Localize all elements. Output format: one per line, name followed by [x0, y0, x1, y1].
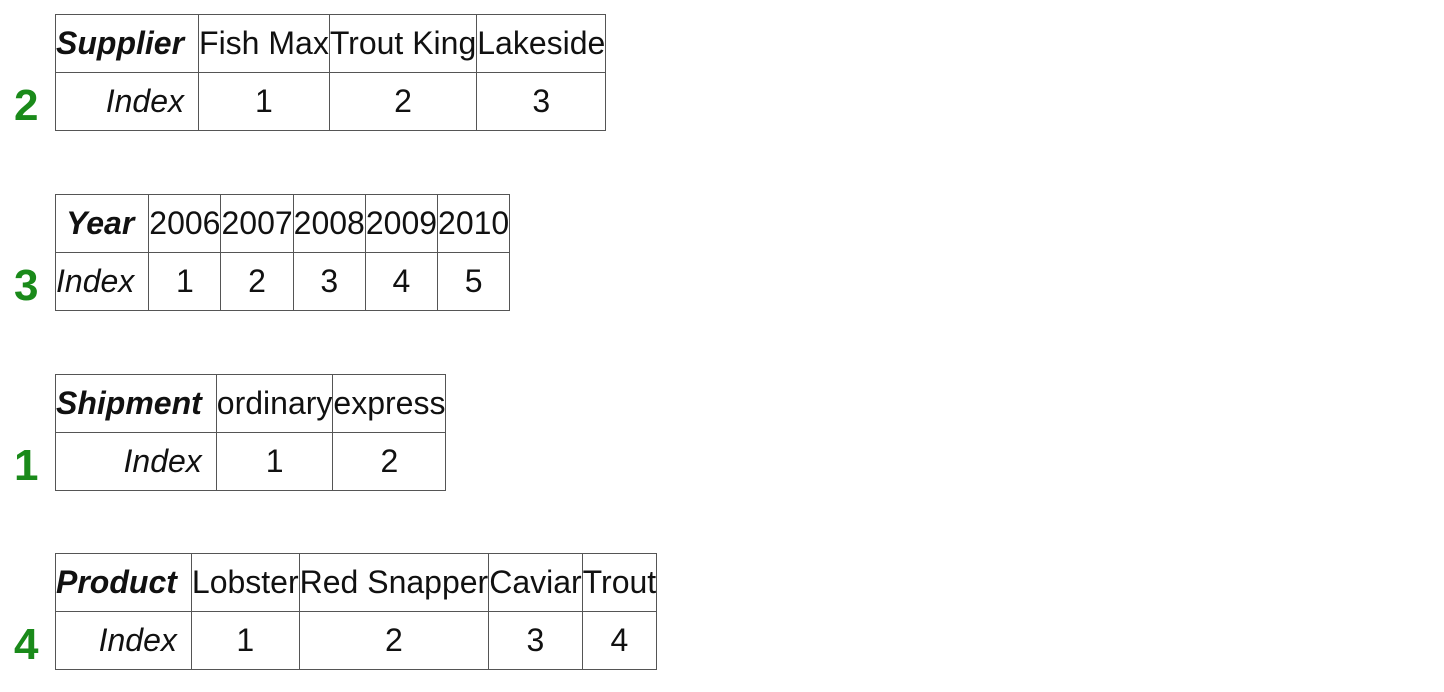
table-row-values: Product Lobster Red Snapper Caviar Trout — [55, 553, 658, 612]
table-cell: Lakeside — [476, 14, 607, 73]
year-table: Year 2006 2007 2008 2009 2010 Index 1 2 … — [54, 194, 511, 311]
table-row-index: Index 1 2 — [55, 432, 447, 491]
table-cell: express — [332, 374, 447, 433]
index-cell: 3 — [476, 72, 607, 131]
table-cell: 2006 — [148, 194, 222, 253]
index-cell: 2 — [220, 252, 294, 311]
table-row-values: Year 2006 2007 2008 2009 2010 — [54, 194, 511, 253]
index-cell: 2 — [328, 72, 478, 131]
index-cell: 3 — [488, 611, 583, 670]
table-number: 3 — [14, 261, 39, 310]
table-number: 1 — [14, 441, 39, 490]
table-cell: 2010 — [437, 194, 511, 253]
table-cell: Trout King — [328, 14, 478, 73]
index-cell: 1 — [148, 252, 222, 311]
index-label: Index — [55, 432, 217, 491]
supplier-table: Supplier Fish Max Trout King Lakeside In… — [54, 14, 607, 131]
index-label: Index — [54, 252, 150, 311]
index-cell: 1 — [198, 72, 330, 131]
table-cell: 2008 — [292, 194, 366, 253]
table-cell: Lobster — [190, 553, 300, 612]
index-cell: 1 — [215, 432, 334, 491]
table-cell: Trout — [581, 553, 658, 612]
table-cell: 2009 — [364, 194, 439, 253]
index-cell: 2 — [332, 432, 447, 491]
table-header-label: Product — [55, 553, 192, 612]
table-header-label: Supplier — [54, 14, 200, 73]
index-cell: 1 — [190, 611, 300, 670]
product-table: Product Lobster Red Snapper Caviar Trout… — [55, 553, 658, 670]
table-header-label: Shipment — [55, 374, 217, 433]
index-cell: 3 — [292, 252, 366, 311]
table-row-index: Index 1 2 3 — [54, 72, 607, 131]
table-header-label: Year — [54, 194, 150, 253]
table-row-values: Supplier Fish Max Trout King Lakeside — [54, 14, 607, 73]
shipment-table: Shipment ordinary express Index 1 2 — [55, 374, 447, 491]
index-cell: 4 — [581, 611, 658, 670]
index-cell: 2 — [298, 611, 490, 670]
table-cell: Red Snapper — [298, 553, 490, 612]
table-row-values: Shipment ordinary express — [55, 374, 447, 433]
index-label: Index — [55, 611, 192, 670]
index-cell: 4 — [364, 252, 439, 311]
table-number: 2 — [14, 81, 39, 130]
table-cell: ordinary — [215, 374, 334, 433]
table-cell: Caviar — [488, 553, 583, 612]
table-number: 4 — [14, 620, 39, 669]
table-cell: 2007 — [220, 194, 294, 253]
index-cell: 5 — [437, 252, 511, 311]
table-row-index: Index 1 2 3 4 — [55, 611, 658, 670]
table-row-index: Index 1 2 3 4 5 — [54, 252, 511, 311]
table-cell: Fish Max — [198, 14, 330, 73]
index-label: Index — [54, 72, 200, 131]
